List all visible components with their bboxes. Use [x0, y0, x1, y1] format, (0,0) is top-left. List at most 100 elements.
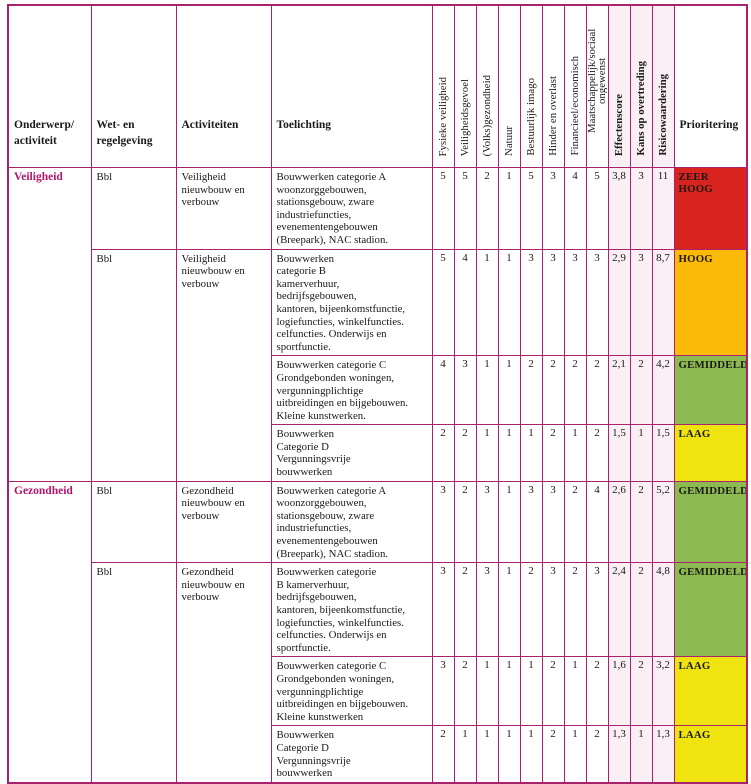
score-cell: 2 — [585, 656, 609, 727]
score-cell: 4 — [431, 355, 455, 426]
header-label: Toelichting — [276, 119, 332, 131]
score-cell: 4 — [453, 248, 477, 357]
score-cell: 1 — [519, 725, 543, 784]
score-cell: 3 — [475, 562, 499, 658]
cell-activiteiten: Veiligheid nieuwbouw en verbouw — [175, 167, 272, 250]
cell-wet: Bbl — [90, 248, 177, 482]
header-cell-natuur: Natuur — [497, 4, 521, 168]
risico-cell: 1,3 — [651, 725, 675, 784]
table-row: Bouwwerken categorie C Grondgebonden won… — [8, 656, 748, 727]
score-cell: 3 — [431, 656, 455, 727]
score-cell: 4 — [585, 480, 609, 564]
cell-toelichting: Bouwwerken categorie B kamerverhuur, bed… — [270, 248, 433, 357]
score-cell: 3 — [475, 480, 499, 564]
cell-toelichting: Bouwwerken Categorie D Vergunningsvrije … — [270, 725, 433, 784]
rotated-header-label: Natuur — [502, 126, 515, 156]
score-cell: 1 — [497, 480, 521, 564]
rotated-header-label: Risicowaardering — [656, 74, 669, 156]
score-cell: 1 — [519, 424, 543, 482]
score-cell: 5 — [431, 248, 455, 357]
header-label: Onderwerp/ activiteit — [14, 119, 75, 147]
score-cell: 3 — [519, 480, 543, 564]
cell-activiteiten: Gezondheid nieuwbouw en verbouw — [175, 480, 272, 564]
effectenscore-cell: 1,5 — [607, 424, 631, 482]
effectenscore-cell: 2,9 — [607, 248, 631, 357]
cell-onderwerp: Gezondheid — [7, 480, 92, 784]
score-cell: 2 — [453, 480, 477, 564]
score-cell: 1 — [475, 248, 499, 357]
prioritering-cell: LAAG — [673, 656, 748, 727]
rotated-header-label: Maatschappelijk/sociaal ongewenst — [587, 28, 607, 134]
prioritering-cell: HOOG — [673, 248, 748, 357]
header-cell-activiteiten: Activiteiten — [175, 4, 272, 168]
score-cell: 3 — [453, 355, 477, 426]
document-page: Onderwerp/ activiteit Wet- en regelgevin… — [7, 4, 748, 784]
table-row: Bbl Veiligheid nieuwbouw en verbouw Bouw… — [8, 248, 748, 482]
risico-cell: 4,2 — [651, 355, 675, 426]
score-cell: 1 — [563, 424, 587, 482]
score-cell: 5 — [431, 167, 455, 250]
header-cell-kans-op-overtreding: Kans op overtreding — [629, 4, 653, 168]
score-cell: 1 — [497, 725, 521, 784]
table-row: Bouwwerken Categorie D Vergunningsvrije … — [8, 424, 748, 482]
cell-toelichting: Bouwwerken Categorie D Vergunningsvrije … — [270, 424, 433, 482]
header-cell-risicowaardering: Risicowaardering — [651, 4, 675, 168]
score-cell: 3 — [541, 248, 565, 357]
risico-cell: 4,8 — [651, 562, 675, 658]
risico-cell: 8,7 — [651, 248, 675, 357]
rotated-header-label: Effectenscore — [612, 93, 625, 156]
score-cell: 3 — [585, 248, 609, 357]
header-label: Wet- en regelgeving — [96, 119, 153, 147]
header-cell-veiligheidsgevoel: Veiligheidsgevoel — [453, 4, 477, 168]
score-cell: 2 — [563, 355, 587, 426]
prioritering-cell: GEMIDDELD — [673, 480, 748, 564]
table-row: Bouwwerken categorie C Grondgebonden won… — [8, 355, 748, 426]
score-cell: 2 — [541, 725, 565, 784]
score-cell: 3 — [431, 562, 455, 658]
prioritering-cell: LAAG — [673, 424, 748, 482]
header-cell-hinder-en-overlast: Hinder en overlast — [541, 4, 565, 168]
score-cell: 2 — [541, 355, 565, 426]
header-cell-volksgezondheid: (Volks)gezondheid — [475, 4, 499, 168]
score-cell: 1 — [519, 656, 543, 727]
rotated-header-label: Bestuurlijk imago — [524, 78, 537, 156]
risico-cell: 1,5 — [651, 424, 675, 482]
score-cell: 5 — [453, 167, 477, 250]
cell-onderwerp: Veiligheid — [7, 167, 92, 482]
score-cell: 2 — [453, 562, 477, 658]
score-cell: 2 — [541, 656, 565, 727]
cell-toelichting: Bouwwerken categorie C Grondgebonden won… — [270, 656, 433, 727]
score-cell: 1 — [475, 424, 499, 482]
header-cell-fysieke-veiligheid: Fysieke veiligheid — [431, 4, 455, 168]
rotated-header-label: Hinder en overlast — [546, 76, 559, 156]
kans-cell: 1 — [629, 725, 653, 784]
score-cell: 3 — [563, 248, 587, 357]
score-cell: 3 — [431, 480, 455, 564]
kans-cell: 2 — [629, 656, 653, 727]
rotated-header-label: (Volks)gezondheid — [480, 74, 493, 156]
header-label: Activiteiten — [181, 119, 239, 131]
rotated-header-label: Fysieke veiligheid — [436, 76, 449, 156]
cell-toelichting: Bouwwerken categorie A woonzorggebouwen,… — [270, 480, 433, 564]
cell-activiteiten: Veiligheid nieuwbouw en verbouw — [175, 248, 272, 482]
score-cell: 1 — [475, 725, 499, 784]
score-cell: 2 — [453, 656, 477, 727]
header-cell-onderwerp: Onderwerp/ activiteit — [7, 4, 92, 168]
score-cell: 1 — [563, 725, 587, 784]
cell-toelichting: Bouwwerken categorie C Grondgebonden won… — [270, 355, 433, 426]
score-cell: 2 — [585, 725, 609, 784]
kans-cell: 3 — [629, 167, 653, 250]
score-cell: 3 — [541, 480, 565, 564]
kans-cell: 2 — [629, 355, 653, 426]
score-cell: 1 — [497, 656, 521, 727]
rotated-header-label: Financieel/economisch — [568, 56, 581, 156]
effectenscore-cell: 1,3 — [607, 725, 631, 784]
table-row: Veiligheid Bbl Veiligheid nieuwbouw en v… — [7, 167, 748, 482]
effectenscore-cell: 2,6 — [607, 480, 631, 564]
risico-cell: 11 — [651, 167, 675, 250]
score-cell: 3 — [585, 562, 609, 658]
table-row: Gezondheid Bbl Gezondheid nieuwbouw en v… — [7, 480, 748, 784]
score-cell: 1 — [497, 355, 521, 426]
score-cell: 2 — [431, 725, 455, 784]
header-cell-prioritering: Prioritering — [673, 4, 748, 168]
